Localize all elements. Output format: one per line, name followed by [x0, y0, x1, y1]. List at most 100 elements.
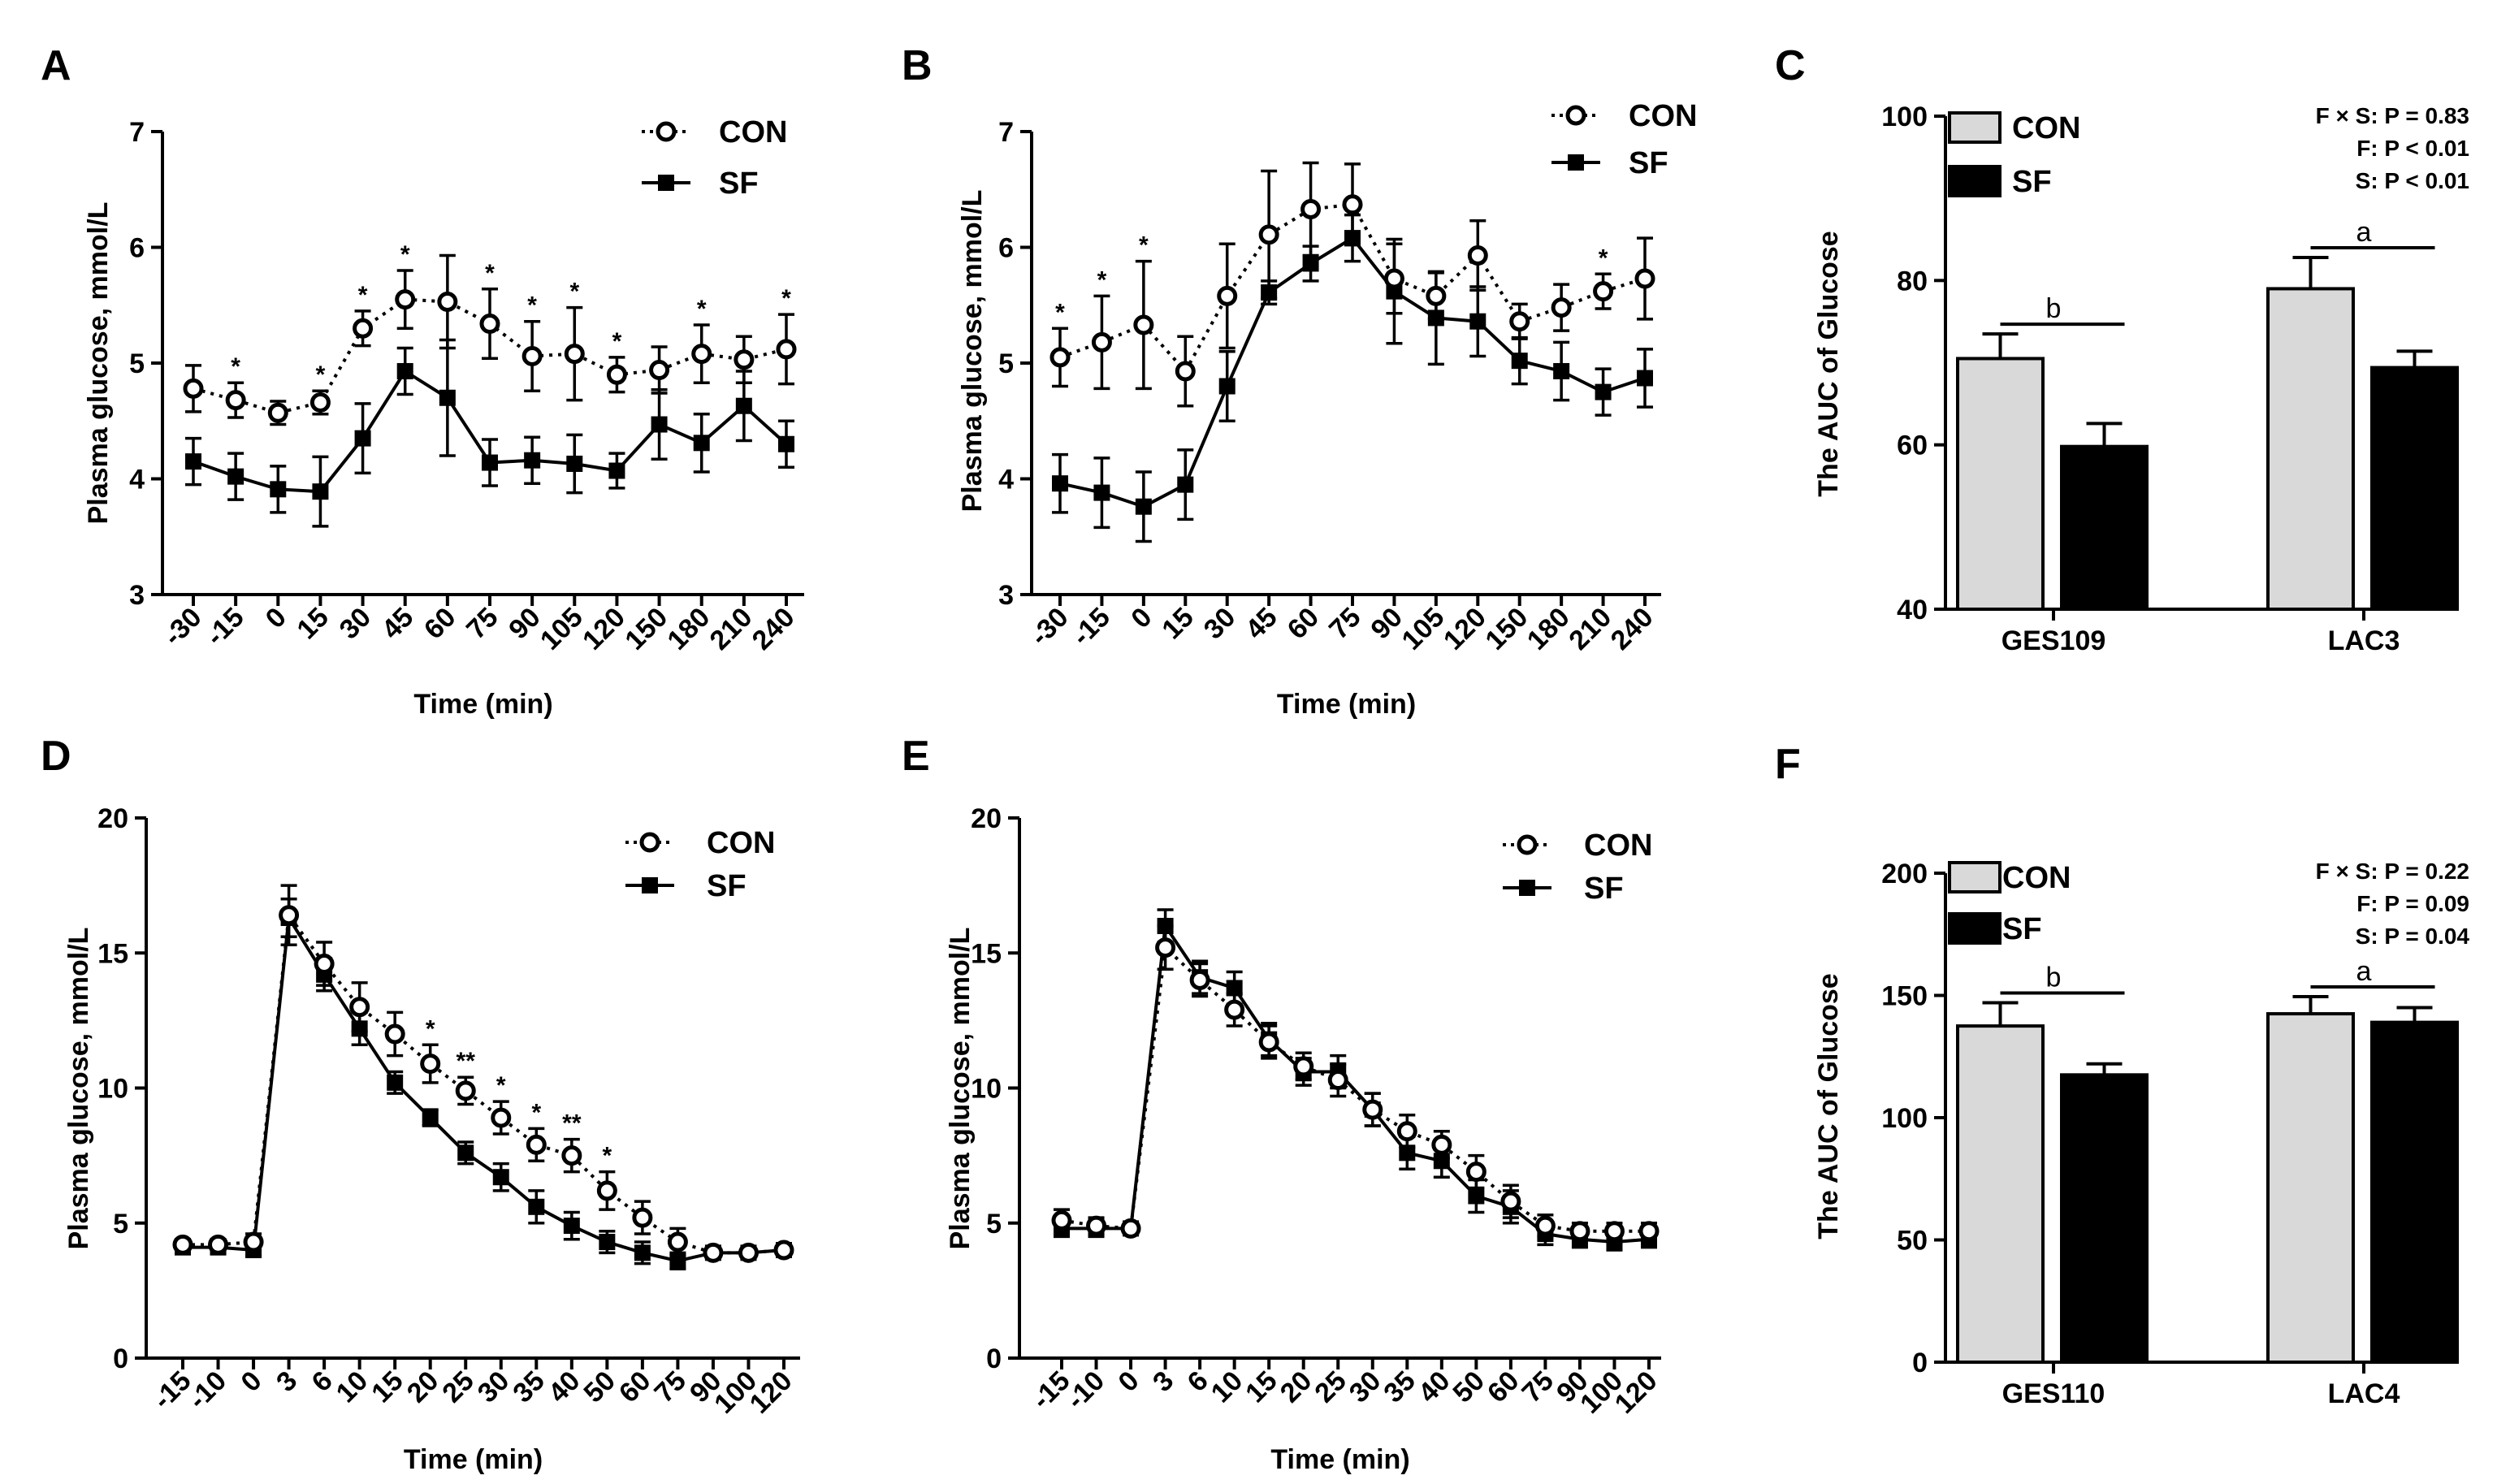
bar-con-lac4 — [2266, 1012, 2355, 1364]
x-tick-label: 30 — [1198, 602, 1242, 646]
significance-star: * — [485, 260, 495, 287]
x-tick-label: -10 — [183, 1365, 233, 1416]
data-point-con — [1593, 281, 1614, 302]
x-axis-title: Time (min) — [413, 689, 552, 720]
data-point-con — [1175, 361, 1196, 382]
data-point-con — [738, 1242, 759, 1263]
significance-star: * — [358, 282, 368, 309]
x-tick-label: 120 — [1609, 1365, 1664, 1420]
data-point-sf — [1553, 362, 1570, 379]
legend-sf-label: SF — [707, 869, 747, 903]
data-point-con — [1217, 285, 1238, 306]
data-point-con — [521, 345, 543, 366]
data-point-con — [1426, 285, 1447, 306]
data-point-con — [384, 1023, 405, 1045]
x-tick-label: 15 — [1156, 602, 1200, 646]
y-axis-title: Plasma glucose, mmol/L — [957, 190, 988, 513]
data-point-con — [606, 364, 627, 385]
x-tick-label: 60 — [1282, 602, 1326, 646]
data-point-con — [1086, 1215, 1107, 1236]
data-point-con — [1327, 1070, 1348, 1091]
data-point-sf — [312, 483, 329, 500]
bar-sf-ges109 — [2060, 444, 2149, 611]
x-category-label: GES109 — [2002, 625, 2106, 656]
y-tick-label: 100 — [1881, 1103, 1928, 1134]
data-point-con — [309, 392, 331, 413]
y-tick-label: 20 — [971, 803, 1002, 834]
significance-star: * — [531, 1099, 541, 1126]
legend-con-label: CON — [1584, 829, 1652, 863]
legend-con-marker — [639, 832, 660, 853]
x-tick-label: 120 — [577, 602, 631, 656]
data-point-con — [1362, 1099, 1383, 1120]
x-tick-label: 180 — [661, 602, 716, 656]
data-point-sf — [1468, 1188, 1485, 1205]
panel-letter: F — [1775, 741, 1801, 788]
data-point-sf — [1177, 476, 1194, 493]
panel-letter: D — [41, 733, 71, 780]
data-point-sf — [778, 435, 794, 452]
data-point-sf — [693, 435, 710, 452]
data-point-sf — [482, 454, 498, 471]
data-point-sf — [1595, 383, 1612, 400]
y-tick-label: 3 — [129, 580, 145, 611]
x-tick-label: 105 — [534, 602, 589, 656]
significance-star: * — [316, 361, 326, 388]
data-point-con — [479, 314, 500, 335]
data-point-con — [1431, 1134, 1452, 1155]
legend-con-marker — [1565, 105, 1586, 126]
significance-star: * — [426, 1015, 435, 1042]
data-point-sf — [185, 453, 201, 470]
panel-letter: C — [1775, 42, 1806, 89]
data-point-con — [649, 360, 670, 381]
significance-letter: b — [2046, 293, 2062, 324]
x-tick-label: 15 — [291, 602, 335, 646]
x-tick-label: 0 — [235, 1365, 267, 1398]
series-con — [183, 253, 797, 426]
significance-letter: a — [2356, 217, 2372, 248]
data-point-con — [667, 1231, 688, 1253]
y-tick-label: 60 — [1897, 430, 1928, 461]
series-line-con — [183, 911, 785, 1255]
data-point-sf — [634, 1244, 651, 1261]
bar-sf-lac3 — [2370, 366, 2459, 611]
panel-letter: E — [902, 733, 930, 780]
y-tick-label: 0 — [1912, 1348, 1928, 1378]
data-point-sf — [422, 1110, 439, 1127]
legend-con-marker — [656, 121, 677, 142]
data-point-con — [172, 1234, 193, 1255]
series-con — [172, 884, 794, 1263]
y-axis-title: Plasma glucose, mmol/L — [83, 202, 114, 525]
data-point-con — [491, 1107, 512, 1128]
y-tick-label: 15 — [97, 938, 128, 969]
legend-con-label: CON — [1629, 99, 1697, 133]
x-axis-title: Time (min) — [1270, 1444, 1409, 1475]
y-tick-label: 6 — [129, 233, 145, 264]
y-tick-label: 5 — [998, 348, 1014, 379]
data-point-con — [564, 344, 585, 365]
x-tick-label: 0 — [1125, 602, 1158, 634]
data-point-sf — [1093, 484, 1110, 501]
y-tick-label: 5 — [986, 1209, 1002, 1240]
data-point-con — [420, 1054, 441, 1075]
y-tick-label: 7 — [998, 117, 1014, 148]
y-axis-title: The AUC of Glucose — [1813, 973, 1844, 1239]
x-tick-label: 60 — [418, 602, 462, 646]
x-category-label: LAC3 — [2328, 625, 2400, 656]
data-point-con — [1049, 347, 1071, 368]
bar-con-lac3 — [2266, 287, 2355, 611]
data-point-con — [561, 1145, 582, 1166]
data-point-sf — [270, 481, 287, 498]
legend-con-swatch — [1948, 861, 2002, 893]
x-tick-label: 3 — [1147, 1365, 1179, 1398]
y-tick-label: 0 — [986, 1343, 1002, 1374]
x-tick-label: -15 — [1066, 602, 1116, 652]
data-point-sf — [1218, 378, 1236, 395]
significance-star: ** — [562, 1110, 582, 1137]
significance-star: * — [400, 241, 410, 268]
x-tick-label: -15 — [200, 602, 250, 652]
data-point-sf — [227, 468, 245, 485]
legend-con-swatch — [1948, 111, 2002, 144]
legend: CON SF — [1948, 111, 2080, 199]
